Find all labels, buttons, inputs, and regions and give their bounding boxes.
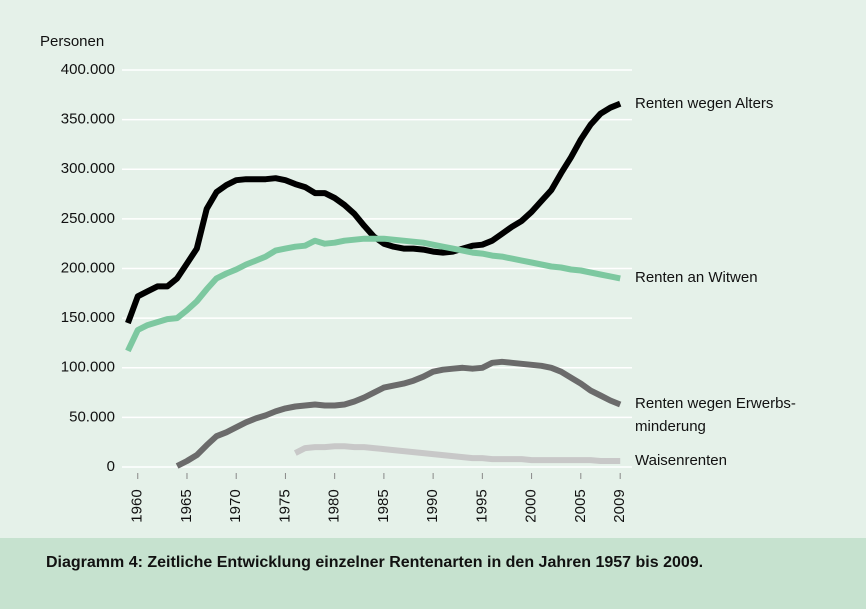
y-axis-label: Personen [40, 33, 104, 50]
series-label: Waisenrenten [635, 452, 727, 470]
y-tick-label: 300.000 [61, 160, 115, 177]
y-tick-label: 100.000 [61, 359, 115, 376]
series-line [175, 358, 622, 469]
y-tick-label: 350.000 [61, 111, 115, 128]
series-label: Renten an Witwen [635, 269, 758, 287]
series-line [125, 235, 621, 353]
series-line [293, 443, 621, 464]
x-tick-label: 1965 [178, 489, 195, 522]
x-tick-label: 1960 [129, 489, 146, 522]
x-tick-label: 2005 [572, 489, 589, 522]
caption-band: Diagramm 4: Zeitliche Entwicklung einzel… [0, 538, 866, 609]
series-line [125, 100, 622, 325]
x-tick-label: 1975 [276, 489, 293, 522]
x-tick-label: 2009 [611, 489, 628, 522]
series-label: Renten wegen Erwerbs- minderung [635, 395, 796, 436]
y-tick-label: 400.000 [61, 61, 115, 78]
x-tick-label: 1985 [375, 489, 392, 522]
x-tick-label: 1995 [473, 489, 490, 522]
y-tick-label: 250.000 [61, 210, 115, 227]
y-tick-label: 0 [107, 458, 115, 475]
x-tick-label: 2000 [523, 489, 540, 522]
y-tick-label: 150.000 [61, 309, 115, 326]
y-tick-label: 50.000 [69, 408, 115, 425]
caption: Diagramm 4: Zeitliche Entwicklung einzel… [46, 554, 704, 571]
x-tick-label: 1980 [326, 489, 343, 522]
x-tick-label: 1990 [424, 489, 441, 522]
y-tick-label: 200.000 [61, 259, 115, 276]
x-tick-label: 1970 [227, 489, 244, 522]
series-label: Renten wegen Alters [635, 94, 774, 112]
chart: Personen 0 50.000 100.000 150.000 200.000 250… [40, 33, 632, 523]
